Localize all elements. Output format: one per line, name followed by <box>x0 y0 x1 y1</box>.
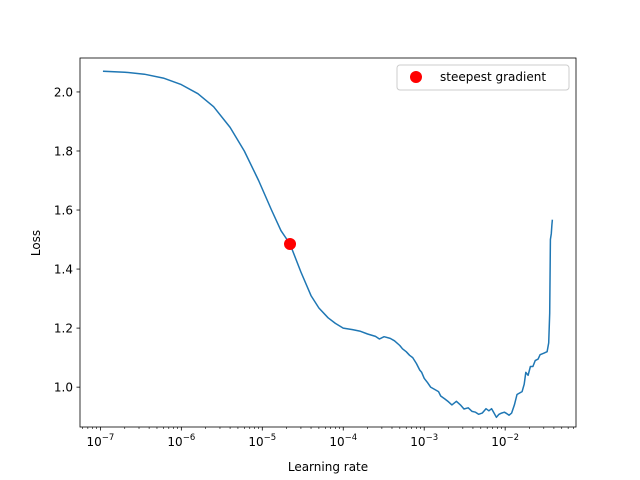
legend-label: steepest gradient <box>440 70 546 84</box>
y-tick-label: 1.0 <box>54 381 73 395</box>
legend-marker-icon <box>410 71 422 83</box>
y-tick-label: 2.0 <box>54 85 73 99</box>
y-tick-label: 1.8 <box>54 144 73 158</box>
y-tick-label: 1.2 <box>54 322 73 336</box>
steepest-gradient-marker <box>284 237 297 250</box>
axes-frame <box>79 57 577 428</box>
x-axis-ticks: 10−7 10−6 10−5 10−4 10−3 10−2 <box>82 427 574 449</box>
y-tick-label: 1.6 <box>54 204 73 218</box>
y-axis-ticks: 1.0 1.2 1.4 1.6 1.8 2.0 <box>54 85 80 395</box>
x-tick-label: 10−2 <box>491 433 519 449</box>
x-tick-label: 10−6 <box>167 433 195 449</box>
x-axis-title: Learning rate <box>288 460 368 474</box>
x-tick-label: 10−4 <box>329 433 357 449</box>
y-tick-label: 1.4 <box>54 263 73 277</box>
x-tick-label: 10−7 <box>86 433 114 449</box>
y-axis-title: Loss <box>29 230 43 256</box>
plot-area <box>102 70 554 419</box>
loss-curve <box>102 70 554 419</box>
x-tick-label: 10−5 <box>248 433 276 449</box>
legend: steepest gradient <box>396 64 570 91</box>
x-tick-label: 10−3 <box>410 433 438 449</box>
legend-box <box>396 64 570 91</box>
